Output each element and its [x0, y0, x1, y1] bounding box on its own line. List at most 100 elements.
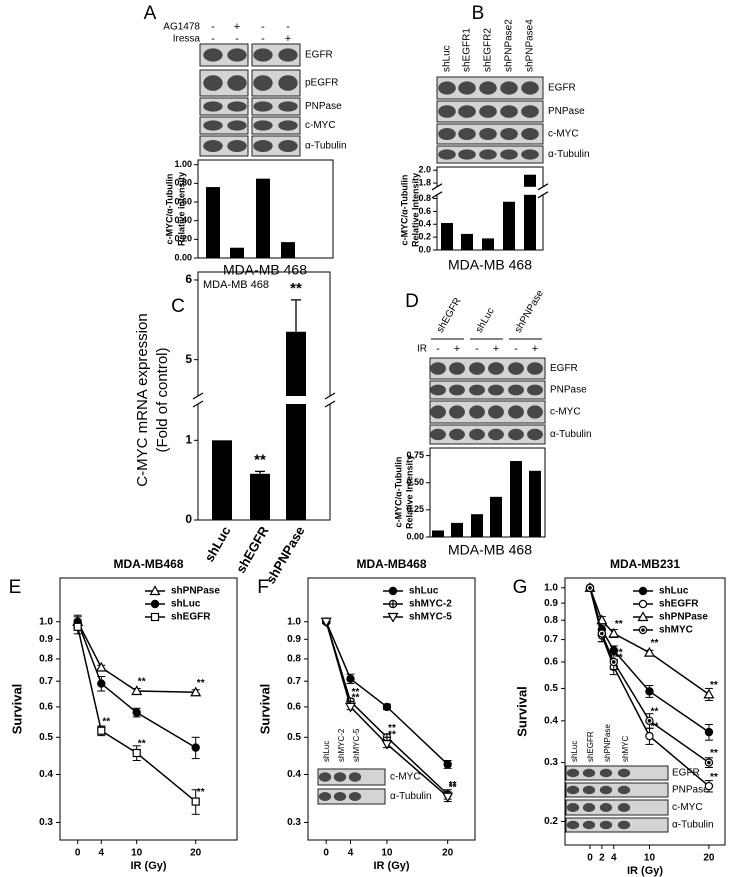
marker-shape	[344, 702, 357, 713]
x-axis-label: MDA-MB 468	[448, 257, 532, 273]
x-axis-label: MDA-MB 468	[448, 542, 532, 558]
axis-break-gap	[432, 186, 548, 195]
y-axis-label: c-MYC/α-Tubulin	[393, 457, 403, 528]
significance: **	[102, 716, 110, 727]
blot-band	[438, 128, 456, 140]
band-label: c-MYC	[548, 129, 579, 140]
blot-band	[500, 81, 518, 95]
lane-label: shPNPase4	[525, 19, 536, 72]
marker	[150, 612, 160, 622]
blot-band	[469, 405, 485, 419]
y-tick-label: 0.5	[544, 683, 558, 694]
blot-band	[333, 792, 347, 801]
panel-letter: G	[513, 577, 528, 598]
marker-shape	[588, 586, 592, 590]
y-tick-label: 0.5	[287, 732, 301, 743]
panel-letter: A	[144, 3, 157, 24]
plot-frame	[564, 577, 726, 846]
marker	[131, 685, 143, 696]
marker-shape	[643, 646, 655, 657]
band-label: PNPase	[305, 101, 342, 112]
bar	[250, 473, 270, 520]
x-axis-label: IR (Gy)	[130, 860, 166, 872]
significance: **	[651, 706, 659, 717]
treatment-sign: +	[454, 343, 460, 355]
significance: **	[449, 780, 457, 791]
treatment-sign: -	[261, 21, 265, 33]
y-tick-label: 0.25	[406, 504, 424, 514]
y-axis-label: c-MYC/α-Tubulin	[399, 175, 409, 246]
marker	[132, 748, 141, 758]
bar	[230, 247, 244, 258]
y-axis-label: Survival	[514, 686, 529, 737]
blot-band	[253, 101, 273, 112]
series-line	[76, 626, 197, 803]
marker-shape	[637, 611, 649, 622]
y-tick-label: 0.8	[287, 654, 301, 665]
marker	[596, 614, 608, 625]
x-tick-label: shEGFR	[233, 523, 272, 575]
legend-label: shMYC	[659, 625, 693, 636]
marker-shape	[638, 599, 648, 609]
treatment-sign: -	[286, 21, 290, 33]
marker-shape	[388, 586, 398, 596]
band-label: α-Tubulin	[672, 820, 714, 831]
band-label: PNPase	[550, 385, 587, 396]
y-tick-label: 0.7	[39, 676, 53, 687]
y-tick-label: 0.00	[174, 252, 192, 262]
bar	[281, 242, 295, 258]
axis-break-mark	[324, 400, 336, 408]
marker	[150, 599, 160, 609]
band-label: c-MYC	[305, 120, 336, 131]
series-line	[325, 621, 449, 798]
blot-band	[430, 428, 446, 441]
blot-band	[449, 362, 465, 375]
marker	[645, 731, 654, 741]
blot-band	[488, 428, 504, 441]
lane-label: shMYC-5	[352, 728, 361, 762]
blot-band	[521, 105, 539, 118]
marker	[387, 612, 399, 623]
marker-shape	[73, 622, 82, 631]
chart-title: MDA-MB231	[610, 557, 680, 571]
blot-band	[617, 785, 631, 795]
x-tick-label: 0	[587, 853, 593, 864]
y-axis-label: Relative intensity	[176, 172, 186, 246]
x-tick-label: 10	[644, 853, 656, 864]
y-tick-label: 0.6	[418, 206, 431, 216]
blot-band	[449, 384, 465, 396]
blot-band	[599, 785, 613, 795]
blot-band	[278, 48, 298, 62]
x-tick-label: 10	[131, 848, 143, 859]
y-tick-label: 0.3	[287, 817, 301, 828]
error-bar	[255, 470, 265, 474]
marker	[191, 797, 200, 806]
y-tick-label: 0.3	[544, 757, 558, 768]
marker-shape	[611, 660, 616, 664]
bar	[441, 222, 453, 250]
y-tick-label: 0.4	[418, 219, 431, 229]
marker-shape	[191, 797, 200, 806]
marker-shape	[608, 627, 620, 638]
series-line	[76, 621, 197, 749]
bar	[461, 233, 473, 250]
marker-shape	[638, 586, 648, 596]
marker	[704, 758, 714, 767]
y-tick-label: 0.6	[39, 702, 53, 713]
legend-label: shMYC-2	[409, 599, 452, 610]
blot-strip	[565, 817, 669, 833]
axis-break-mark	[324, 392, 336, 400]
significance: **	[290, 280, 302, 297]
blot-band	[488, 362, 504, 375]
blot-band	[430, 362, 446, 375]
axis-break-mark	[431, 191, 443, 199]
y-tick-label: 0.6	[544, 657, 558, 668]
marker-shape	[97, 679, 106, 688]
axis-break-gap	[193, 395, 335, 404]
lane-label: shMYC-2	[337, 728, 346, 762]
marker-shape	[97, 726, 106, 735]
marker	[382, 702, 392, 712]
x-axis-label: IR (Gy)	[373, 860, 409, 872]
significance: **	[710, 772, 718, 783]
marker-shape	[191, 743, 200, 752]
